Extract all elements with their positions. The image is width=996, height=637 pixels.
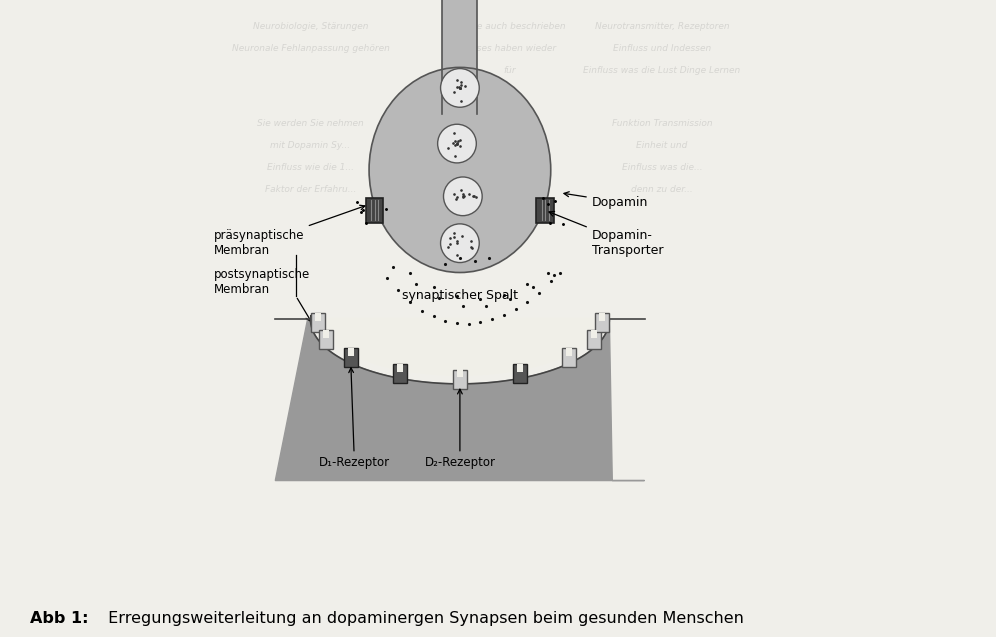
Text: präsynaptische
Membran: präsynaptische Membran <box>214 205 365 257</box>
Text: mit Dopamin Sy...: mit Dopamin Sy... <box>270 141 351 150</box>
Bar <box>311 313 325 332</box>
Text: synaptischer Spalt: synaptischer Spalt <box>402 289 518 303</box>
Text: Funktion Transmission: Funktion Transmission <box>612 118 712 127</box>
Text: für: für <box>503 66 516 75</box>
Bar <box>315 313 321 321</box>
Bar <box>323 330 330 338</box>
Text: Einfluss und Indessen: Einfluss und Indessen <box>613 44 711 53</box>
Text: die sie auch beschrieben: die sie auch beschrieben <box>453 22 566 31</box>
Bar <box>396 364 403 372</box>
Text: Einfluss was die...: Einfluss was die... <box>622 163 702 172</box>
Text: denn zu der...: denn zu der... <box>631 185 693 194</box>
Text: D₂-Rezeptor: D₂-Rezeptor <box>424 389 495 469</box>
Bar <box>537 198 554 223</box>
Text: dieses haben wieder: dieses haben wieder <box>463 44 557 53</box>
Text: Abb 1:: Abb 1: <box>30 610 89 626</box>
Bar <box>591 330 597 338</box>
Ellipse shape <box>370 68 551 273</box>
Circle shape <box>437 124 476 163</box>
Circle shape <box>440 69 479 107</box>
Bar <box>319 331 333 349</box>
Text: Faktor der Erfahru...: Faktor der Erfahru... <box>265 185 357 194</box>
Text: Einfluss was die Lust Dinge Lernen: Einfluss was die Lust Dinge Lernen <box>584 66 741 75</box>
Bar <box>344 348 358 367</box>
Circle shape <box>443 177 482 216</box>
Bar <box>513 364 527 383</box>
Polygon shape <box>275 319 644 480</box>
Bar <box>453 370 467 389</box>
Circle shape <box>440 224 479 262</box>
Bar <box>457 369 463 377</box>
Text: Einfluss wie die 1...: Einfluss wie die 1... <box>267 163 354 172</box>
Bar <box>517 364 523 372</box>
Text: Erregungsweiterleitung an dopaminergen Synapsen beim gesunden Menschen: Erregungsweiterleitung an dopaminergen S… <box>103 610 743 626</box>
Text: Einheit und: Einheit und <box>636 141 688 150</box>
Bar <box>599 313 606 321</box>
Text: Neuronale Fehlanpassung gehören: Neuronale Fehlanpassung gehören <box>231 44 389 53</box>
Text: Sie werden Sie nehmen: Sie werden Sie nehmen <box>257 118 364 127</box>
Bar <box>366 198 383 223</box>
Bar <box>392 364 406 383</box>
Polygon shape <box>321 318 599 375</box>
Bar <box>587 331 601 349</box>
Text: Neurobiologie, Stärungen: Neurobiologie, Stärungen <box>253 22 369 31</box>
Bar <box>562 348 576 367</box>
Bar <box>595 313 610 332</box>
Bar <box>442 0 477 170</box>
Bar <box>348 348 354 356</box>
Text: postsynaptische
Membran: postsynaptische Membran <box>214 268 310 296</box>
Text: Neurotransmitter, Rezeptoren: Neurotransmitter, Rezeptoren <box>595 22 729 31</box>
Text: Dopamin-
Transporter: Dopamin- Transporter <box>549 211 663 257</box>
Bar <box>566 348 572 356</box>
Text: D₁-Rezeptor: D₁-Rezeptor <box>319 368 390 469</box>
Text: Dopamin: Dopamin <box>564 192 648 209</box>
